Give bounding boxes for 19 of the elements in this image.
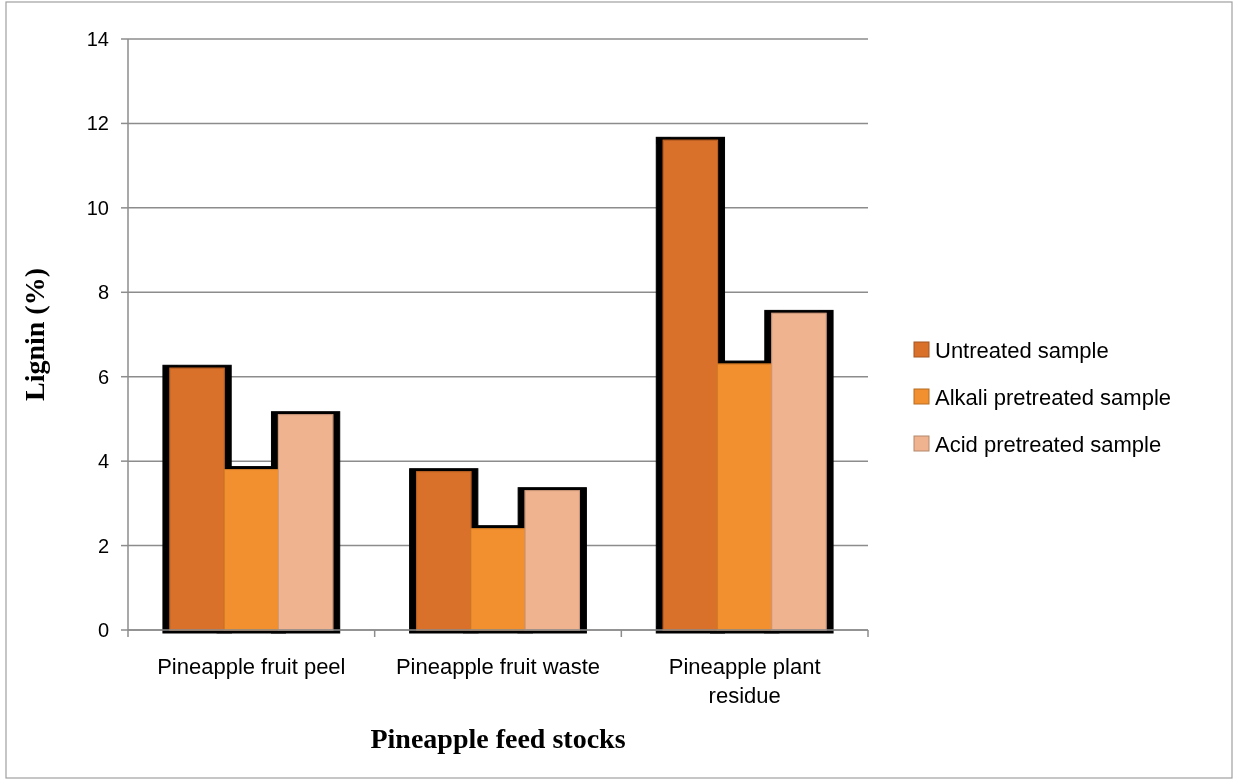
bar <box>524 490 580 631</box>
y-tick-label: 8 <box>97 281 109 304</box>
legend-label: Acid pretreated sample <box>935 431 1162 457</box>
legend-label: Alkali pretreated sample <box>935 384 1172 410</box>
x-tick-label: Pineapple plant residue <box>668 654 821 708</box>
bar <box>771 312 827 631</box>
y-tick-label: 0 <box>97 619 109 641</box>
x-tick-label: Pineapple fruit peel <box>157 654 346 679</box>
x-tick-label: Pineapple fruit waste <box>395 654 601 679</box>
y-axis-title: Lignin (%) <box>19 267 50 402</box>
legend-label: Untreated sample <box>935 337 1109 363</box>
y-tick-label: 2 <box>97 534 109 557</box>
y-tick-label: 14 <box>86 28 109 50</box>
y-tick-label: 6 <box>97 365 109 388</box>
x-axis-title: Pineapple feed stocks <box>370 723 626 754</box>
y-tick-label: 10 <box>86 196 109 219</box>
y-tick-label: 12 <box>86 112 109 135</box>
bar <box>277 414 334 631</box>
y-tick-label: 4 <box>97 450 109 473</box>
